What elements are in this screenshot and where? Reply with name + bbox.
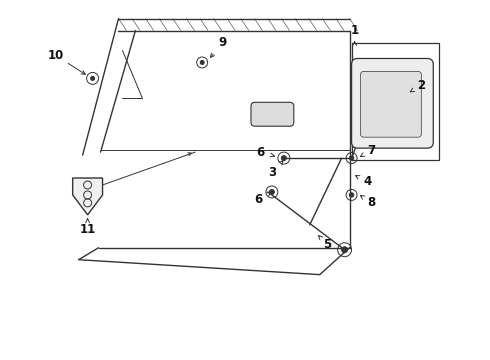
Text: 7: 7 <box>368 144 375 157</box>
Text: 5: 5 <box>323 238 332 251</box>
Text: 4: 4 <box>364 175 371 189</box>
FancyBboxPatch shape <box>352 58 433 148</box>
Circle shape <box>342 247 347 253</box>
Bar <box>352 42 439 160</box>
Text: 3: 3 <box>268 166 276 179</box>
Text: 8: 8 <box>368 197 376 210</box>
Circle shape <box>270 189 274 194</box>
Text: 6: 6 <box>256 145 264 159</box>
Text: 2: 2 <box>417 79 425 92</box>
Circle shape <box>200 60 204 64</box>
Text: 1: 1 <box>350 24 359 37</box>
Circle shape <box>91 76 95 80</box>
Text: 11: 11 <box>79 223 96 236</box>
Circle shape <box>281 156 286 161</box>
Text: 10: 10 <box>48 49 64 62</box>
Text: 9: 9 <box>218 36 226 49</box>
Circle shape <box>349 193 354 197</box>
FancyBboxPatch shape <box>251 102 294 126</box>
FancyBboxPatch shape <box>361 71 421 137</box>
Text: 6: 6 <box>254 193 262 206</box>
Polygon shape <box>73 178 102 215</box>
Circle shape <box>349 156 354 160</box>
